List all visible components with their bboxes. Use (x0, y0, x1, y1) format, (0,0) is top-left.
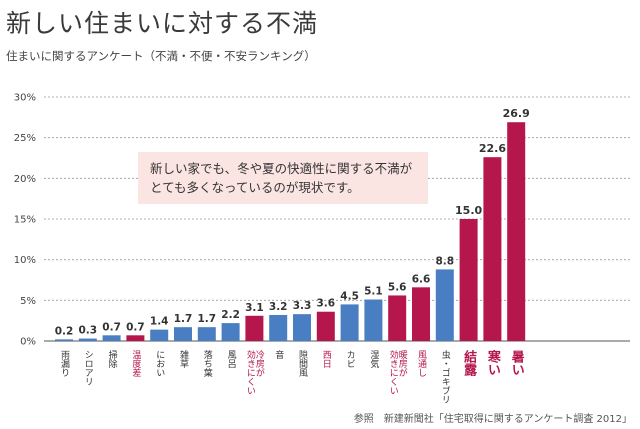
x-tick-label: 冷房が (254, 349, 265, 377)
bar (340, 304, 359, 341)
bar-value-label: 2.2 (221, 309, 240, 321)
x-tick-label: 雑草 (178, 349, 189, 369)
bar (55, 339, 73, 341)
bar-value-label: 0.7 (102, 321, 121, 333)
x-tick-label: 西日 (321, 350, 332, 368)
x-tick-label: 隙間風 (297, 349, 308, 378)
bar-value-label: 1.7 (197, 313, 216, 325)
bar (245, 315, 264, 341)
bar (293, 314, 311, 341)
bar-value-label: 3.6 (316, 298, 335, 310)
x-tick-label: 雨漏り (59, 350, 70, 377)
bar-value-label: 0.2 (55, 325, 74, 337)
x-tick-label: 暑い (509, 350, 526, 376)
x-tick-label: 効きにくい (245, 349, 256, 395)
bar (459, 219, 478, 341)
y-tick-label: 25% (14, 133, 36, 144)
x-tick-label: 暖房が (397, 349, 408, 377)
bar-value-label: 5.6 (388, 281, 407, 293)
bar (221, 323, 240, 341)
bar (78, 338, 97, 341)
bar (316, 311, 335, 341)
bar (364, 299, 383, 341)
bar-value-label: 1.4 (150, 316, 169, 328)
bar-value-label: 3.2 (269, 301, 288, 313)
bar-value-label: 0.3 (78, 325, 97, 337)
bar-value-label: 5.1 (364, 286, 383, 298)
y-tick-label: 0% (20, 337, 36, 348)
bar (197, 327, 216, 341)
bar-value-label: 15.0 (455, 204, 482, 217)
x-tick-label: 寒い (485, 349, 502, 376)
callout-box: 新しい家でも、冬や夏の快適性に関する不満が とても多くなっているのが現状です。 (138, 152, 428, 204)
x-tick-label: 風通し (416, 350, 427, 377)
bar-value-label: 3.3 (293, 300, 312, 312)
x-tick-label: 落ち葉 (202, 349, 213, 378)
x-tick-label: におい (154, 350, 164, 377)
y-tick-label: 30% (14, 93, 36, 104)
bar-value-label: 0.7 (126, 321, 145, 333)
x-tick-label: 音 (273, 349, 284, 360)
page-title: 新しい住まいに対する不満 (6, 9, 319, 38)
bar-value-label: 8.8 (435, 255, 454, 267)
x-tick-label: 効きにくい (388, 349, 399, 395)
bar (150, 329, 169, 341)
bar (174, 327, 192, 341)
y-tick-label: 10% (14, 255, 36, 266)
page-subtitle: 住まいに関するアンケート（不満・不便・不安ランキング） (6, 49, 316, 63)
bar-value-label: 4.5 (340, 290, 359, 302)
bar (388, 295, 407, 341)
x-tick-label: 風呂 (226, 350, 237, 369)
bar (102, 335, 121, 341)
callout-line-1: 新しい家でも、冬や夏の快適性に関する不満が (150, 161, 413, 176)
x-tick-label: 温度差 (130, 350, 141, 377)
bar-value-label: 6.6 (412, 273, 431, 285)
x-tick-label: カビ (345, 350, 355, 368)
bar (126, 335, 145, 341)
bar (435, 269, 454, 341)
y-tick-label: 5% (20, 296, 36, 307)
x-tick-label: 結露 (461, 349, 477, 377)
bar-value-label: 3.1 (245, 302, 264, 314)
bar-value-label: 22.6 (479, 142, 506, 155)
y-tick-label: 20% (14, 174, 36, 185)
bar-value-label: 1.7 (174, 313, 193, 325)
x-tick-label: シロアリ (83, 350, 93, 386)
bar (269, 314, 288, 341)
bar (483, 157, 502, 341)
bar (412, 287, 430, 341)
callout-line-2: とても多くなっているのが現状です。 (150, 180, 360, 195)
x-tick-label: 虫・ゴキブリ (440, 349, 451, 404)
y-tick-label: 15% (14, 215, 36, 226)
bar (507, 122, 526, 341)
x-tick-label: 湿気 (368, 350, 379, 369)
source-note: 参照 新建新聞社「住宅取得に関するアンケート調査 2012」 (353, 414, 632, 425)
bar-value-label: 26.9 (503, 107, 530, 120)
x-tick-label: 掃除 (107, 350, 118, 368)
